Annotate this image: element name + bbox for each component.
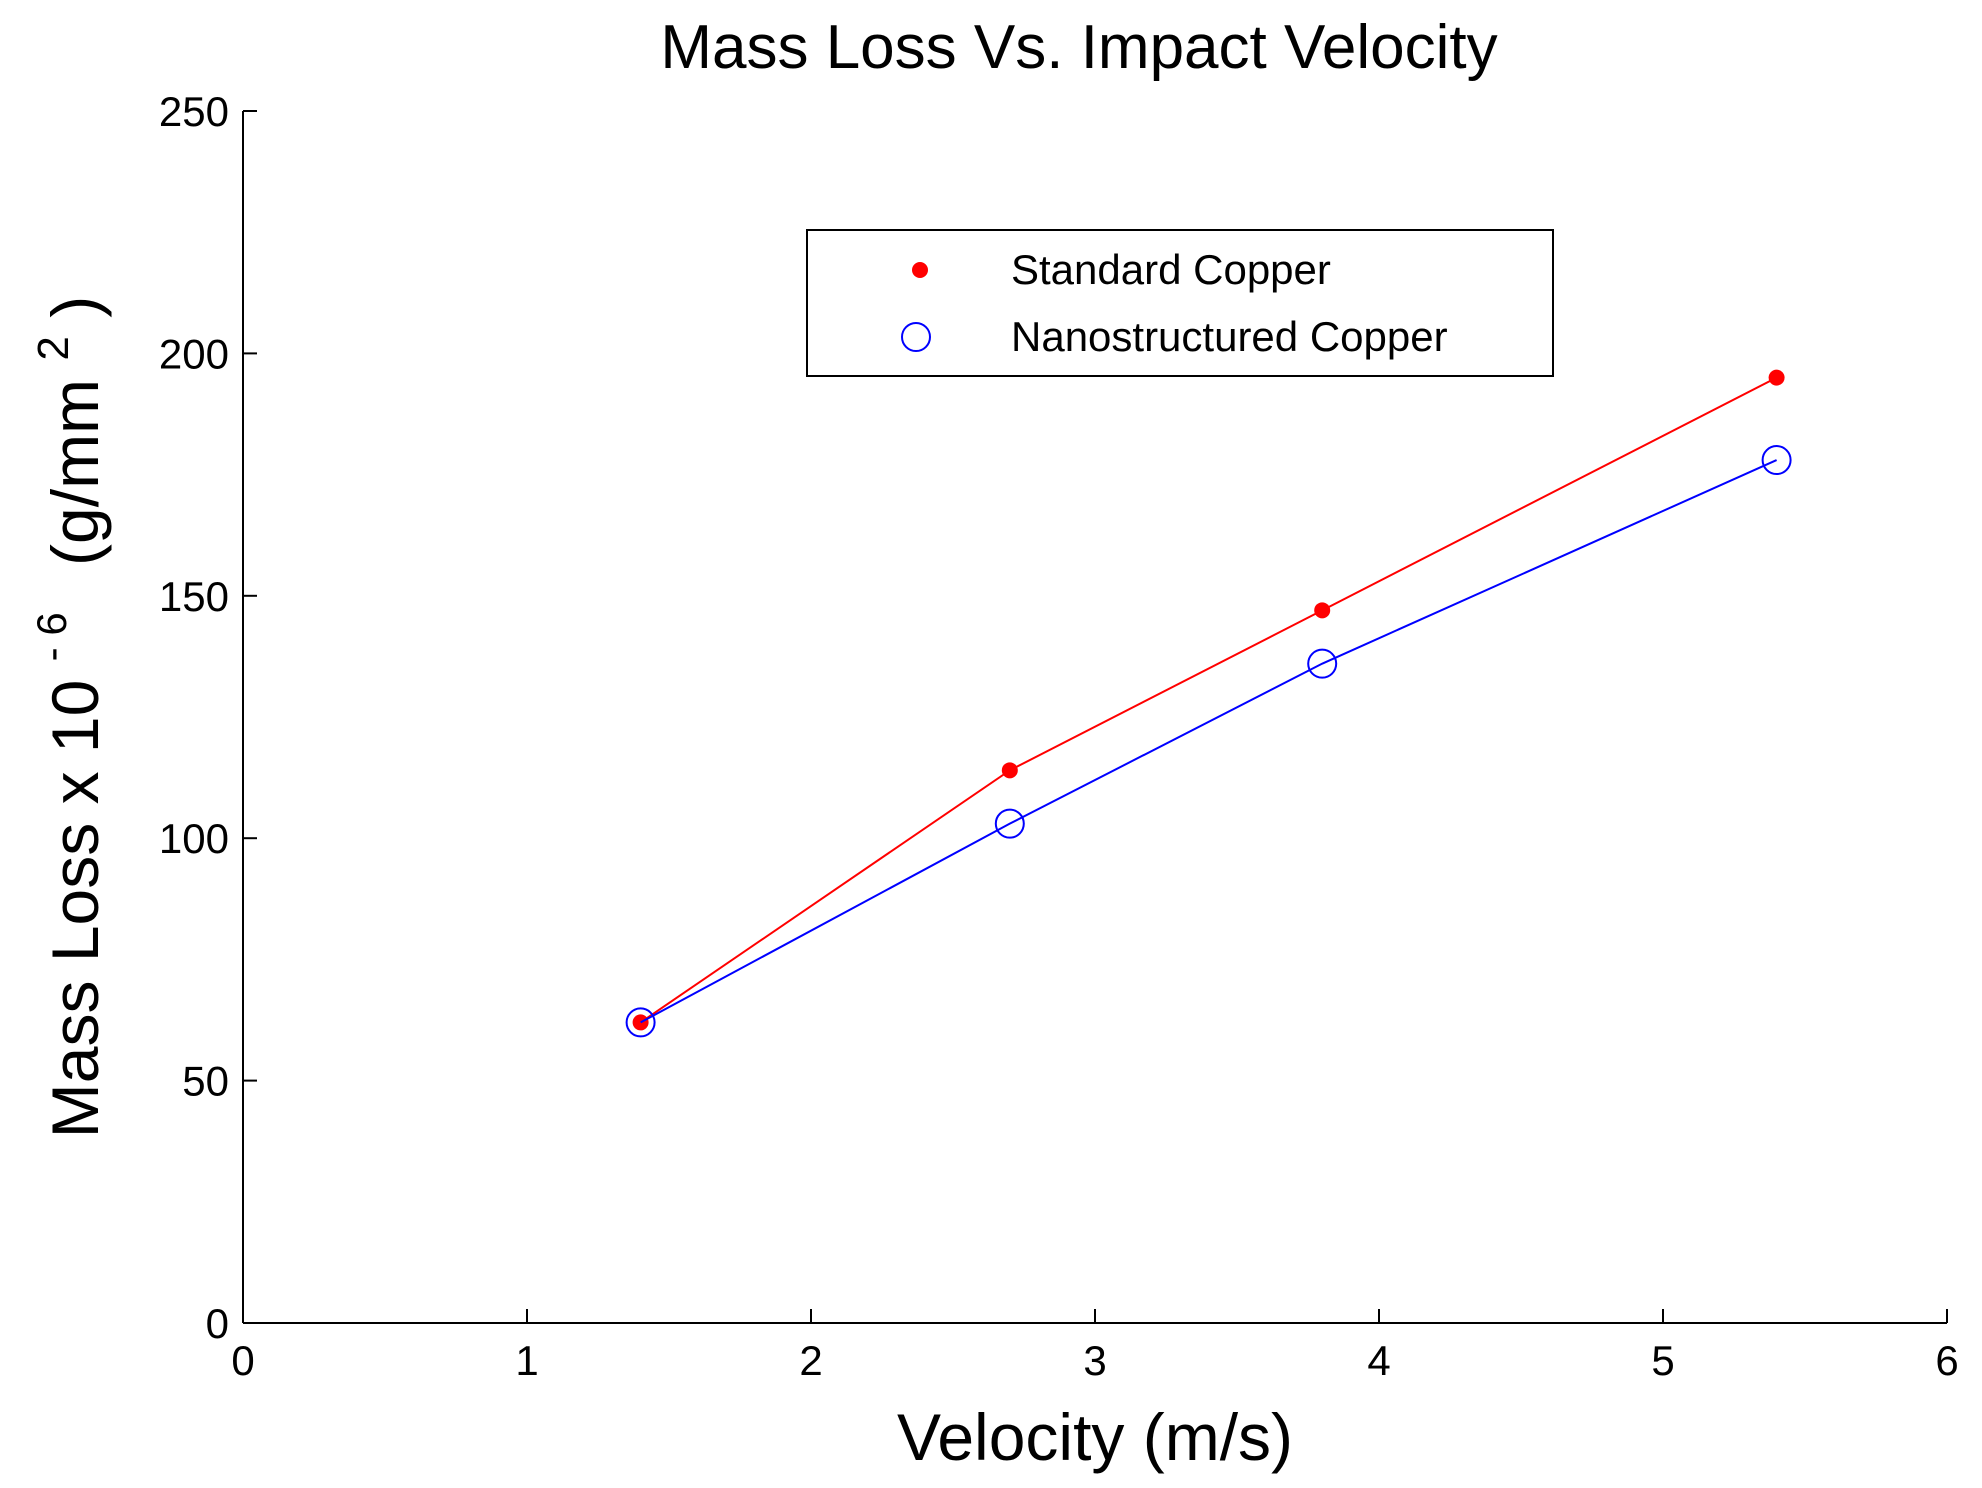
x-tick-label: 1 <box>515 1337 538 1384</box>
x-tick-label: 5 <box>1651 1337 1674 1384</box>
y-tick-label: 100 <box>159 815 229 862</box>
y-tick-label: 250 <box>159 88 229 135</box>
data-point-nanostructured-copper <box>625 1007 656 1038</box>
x-tick-label: 0 <box>231 1337 254 1384</box>
y-ticks: 0 50 100 150 200 250 <box>159 88 257 1347</box>
legend-marker-nanostructured-copper <box>901 322 931 352</box>
data-point-nanostructured-copper <box>994 808 1025 839</box>
legend-marker-standard-copper <box>912 262 928 278</box>
x-ticks: 0 1 2 3 4 5 6 <box>231 1309 1959 1384</box>
y-axis-title: Mass Loss x 10 - 6 (g/mm 2 ) <box>6 296 112 1138</box>
data-point-standard-copper <box>1314 602 1331 619</box>
y-tick-label: 150 <box>159 573 229 620</box>
legend: Standard Copper Nanostructured Copper <box>806 229 1554 377</box>
legend-box <box>806 229 1554 377</box>
data-point-standard-copper <box>1768 369 1785 386</box>
data-point-standard-copper <box>1001 762 1018 779</box>
legend-label-nanostructured-copper: Nanostructured Copper <box>1011 313 1448 360</box>
y-axis-title-unit-exponent: 2 <box>29 336 78 360</box>
y-tick-label: 200 <box>159 330 229 377</box>
chart-title: Mass Loss Vs. Impact Velocity <box>660 13 1497 82</box>
series-line-standard-copper <box>640 376 1778 1024</box>
y-axis-title-prefix: Mass Loss x 10 <box>38 680 112 1139</box>
series-line-nanostructured-copper <box>640 459 1778 1024</box>
y-tick-label: 0 <box>206 1300 229 1347</box>
x-tick-label: 6 <box>1935 1337 1958 1384</box>
y-axis-title-exponent: - 6 <box>28 612 75 661</box>
x-axis-title: Velocity (m/s) <box>897 1400 1293 1474</box>
x-tick-label: 4 <box>1367 1337 1390 1384</box>
y-tick-label: 50 <box>182 1058 229 1105</box>
data-point-standard-copper <box>632 1014 649 1031</box>
legend-label-standard-copper: Standard Copper <box>1011 246 1331 293</box>
y-axis-title-unit-close: ) <box>38 296 112 318</box>
series-layer <box>625 369 1792 1038</box>
data-point-nanostructured-copper <box>1307 648 1338 679</box>
y-axis-title-unit: (g/mm <box>38 379 112 566</box>
x-tick-label: 3 <box>1083 1337 1106 1384</box>
x-tick-label: 2 <box>799 1337 822 1384</box>
data-point-nanostructured-copper <box>1761 445 1792 476</box>
